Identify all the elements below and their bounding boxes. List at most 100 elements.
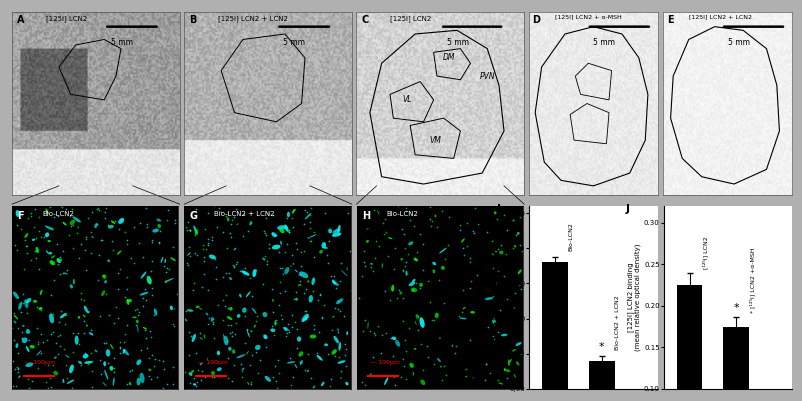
Point bbox=[194, 361, 207, 368]
Ellipse shape bbox=[237, 223, 239, 225]
Ellipse shape bbox=[432, 262, 436, 265]
Ellipse shape bbox=[170, 306, 173, 310]
Point bbox=[249, 349, 262, 355]
Point bbox=[399, 259, 412, 265]
Point bbox=[261, 261, 273, 267]
Point bbox=[290, 289, 302, 296]
Ellipse shape bbox=[293, 209, 294, 214]
Point bbox=[183, 380, 196, 386]
Point bbox=[435, 377, 448, 383]
Ellipse shape bbox=[252, 308, 257, 314]
Ellipse shape bbox=[73, 279, 75, 285]
Point bbox=[282, 227, 295, 233]
Point bbox=[388, 381, 401, 388]
Point bbox=[385, 335, 398, 341]
Ellipse shape bbox=[250, 330, 253, 332]
Ellipse shape bbox=[193, 225, 197, 235]
Point bbox=[189, 383, 202, 389]
Point bbox=[21, 250, 34, 256]
Ellipse shape bbox=[498, 383, 504, 385]
Point bbox=[387, 266, 400, 272]
Ellipse shape bbox=[299, 271, 308, 278]
Text: *: * bbox=[734, 303, 739, 313]
Point bbox=[59, 320, 71, 327]
Ellipse shape bbox=[298, 274, 302, 275]
Point bbox=[158, 366, 171, 373]
Point bbox=[183, 244, 196, 250]
Point bbox=[397, 318, 410, 324]
Ellipse shape bbox=[83, 354, 88, 358]
Point bbox=[140, 276, 153, 282]
Point bbox=[67, 349, 79, 356]
Point bbox=[66, 206, 79, 213]
Point bbox=[287, 296, 300, 302]
Ellipse shape bbox=[84, 361, 93, 364]
Point bbox=[195, 360, 208, 367]
Point bbox=[426, 217, 439, 224]
Point bbox=[289, 319, 302, 325]
Ellipse shape bbox=[494, 211, 496, 214]
Point bbox=[383, 297, 396, 304]
Point bbox=[334, 368, 347, 374]
Point bbox=[36, 338, 49, 345]
Point bbox=[269, 363, 282, 369]
Ellipse shape bbox=[407, 253, 409, 255]
Ellipse shape bbox=[187, 309, 193, 312]
Point bbox=[235, 366, 248, 372]
Point bbox=[118, 331, 131, 338]
Ellipse shape bbox=[211, 317, 213, 322]
Point bbox=[137, 302, 150, 309]
Point bbox=[117, 339, 130, 345]
Point bbox=[132, 309, 145, 316]
Ellipse shape bbox=[70, 284, 73, 288]
Point bbox=[14, 309, 27, 315]
Point bbox=[486, 237, 499, 244]
Ellipse shape bbox=[154, 308, 157, 316]
Point bbox=[399, 208, 412, 214]
Point bbox=[184, 306, 196, 313]
Ellipse shape bbox=[132, 316, 137, 318]
Point bbox=[113, 226, 126, 233]
Point bbox=[196, 242, 209, 248]
Point bbox=[57, 248, 70, 254]
Point bbox=[220, 292, 233, 298]
Ellipse shape bbox=[298, 351, 303, 356]
Point bbox=[395, 374, 407, 380]
Ellipse shape bbox=[439, 366, 442, 368]
Point bbox=[403, 217, 416, 223]
Point bbox=[328, 273, 341, 279]
Point bbox=[287, 223, 300, 230]
Ellipse shape bbox=[84, 306, 88, 312]
Point bbox=[228, 214, 241, 220]
Point bbox=[91, 205, 104, 211]
Point bbox=[85, 250, 98, 256]
Point bbox=[196, 284, 209, 290]
Point bbox=[132, 240, 145, 247]
Ellipse shape bbox=[86, 324, 88, 327]
Point bbox=[105, 237, 118, 244]
Point bbox=[188, 375, 200, 381]
Point bbox=[516, 248, 529, 254]
Point bbox=[229, 261, 242, 267]
Ellipse shape bbox=[87, 311, 90, 313]
Point bbox=[259, 343, 272, 350]
Point bbox=[9, 319, 22, 325]
Point bbox=[225, 378, 238, 385]
Text: A: A bbox=[17, 15, 25, 25]
Point bbox=[146, 292, 159, 298]
Ellipse shape bbox=[127, 299, 132, 302]
Point bbox=[433, 277, 446, 284]
Ellipse shape bbox=[189, 229, 192, 232]
Point bbox=[238, 340, 251, 346]
Ellipse shape bbox=[195, 229, 198, 235]
Ellipse shape bbox=[297, 336, 302, 342]
Point bbox=[353, 295, 366, 302]
Ellipse shape bbox=[30, 345, 34, 348]
Text: F: F bbox=[17, 211, 23, 221]
Ellipse shape bbox=[111, 367, 113, 371]
Point bbox=[500, 250, 512, 257]
Point bbox=[110, 304, 123, 311]
Point bbox=[399, 205, 412, 211]
Point bbox=[249, 318, 262, 324]
Point bbox=[191, 252, 204, 259]
